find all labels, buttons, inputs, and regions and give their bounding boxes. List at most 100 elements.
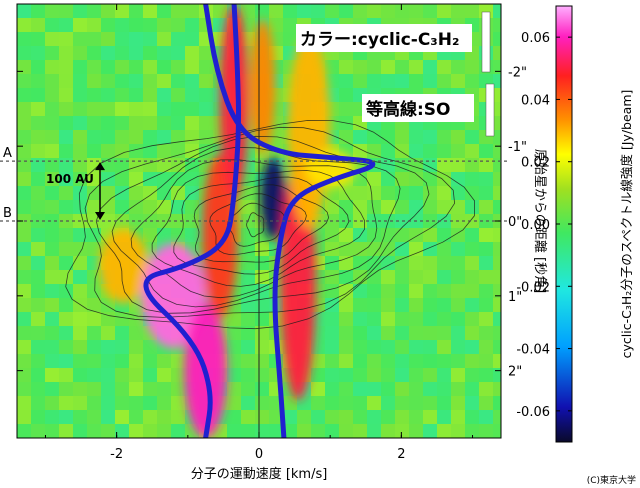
noise-pixel	[395, 396, 409, 410]
noise-pixel	[353, 242, 367, 256]
noise-pixel	[283, 424, 297, 438]
noise-pixel	[465, 396, 479, 410]
noise-pixel	[129, 4, 143, 18]
noise-pixel	[451, 410, 465, 424]
noise-pixel	[227, 312, 241, 326]
noise-pixel	[101, 88, 115, 102]
noise-pixel	[101, 410, 115, 424]
noise-pixel	[171, 4, 185, 18]
noise-pixel	[479, 298, 493, 312]
noise-pixel	[493, 326, 501, 340]
noise-pixel	[31, 256, 45, 270]
noise-pixel	[493, 298, 501, 312]
noise-pixel	[227, 368, 241, 382]
y-tick-label: 2"	[508, 365, 522, 380]
noise-pixel	[129, 102, 143, 116]
noise-pixel	[31, 158, 45, 172]
noise-pixel	[17, 340, 31, 354]
noise-pixel	[437, 228, 451, 242]
noise-pixel	[255, 396, 269, 410]
noise-pixel	[339, 102, 353, 116]
noise-pixel	[451, 256, 465, 270]
noise-pixel	[479, 186, 493, 200]
noise-pixel	[31, 312, 45, 326]
noise-pixel	[87, 130, 101, 144]
noise-pixel	[479, 256, 493, 270]
noise-pixel	[423, 298, 437, 312]
noise-pixel	[437, 200, 451, 214]
noise-pixel	[311, 354, 325, 368]
noise-pixel	[17, 200, 31, 214]
noise-pixel	[115, 144, 129, 158]
noise-pixel	[241, 270, 255, 284]
noise-pixel	[31, 284, 45, 298]
noise-pixel	[395, 130, 409, 144]
emission-blob	[219, 4, 249, 199]
noise-pixel	[465, 242, 479, 256]
noise-pixel	[73, 228, 87, 242]
noise-pixel	[31, 186, 45, 200]
noise-pixel	[73, 102, 87, 116]
noise-pixel	[115, 172, 129, 186]
noise-pixel	[325, 74, 339, 88]
noise-pixel	[339, 354, 353, 368]
noise-pixel	[59, 270, 73, 284]
noise-pixel	[423, 312, 437, 326]
noise-pixel	[339, 4, 353, 18]
noise-pixel	[465, 144, 479, 158]
noise-pixel	[87, 46, 101, 60]
noise-pixel	[227, 354, 241, 368]
x-axis-ticks: -2 0 2	[44, 4, 474, 462]
noise-pixel	[311, 410, 325, 424]
noise-pixel	[115, 186, 129, 200]
noise-pixel	[465, 424, 479, 438]
noise-pixel	[451, 312, 465, 326]
noise-pixel	[465, 186, 479, 200]
noise-pixel	[157, 382, 171, 396]
noise-pixel	[409, 200, 423, 214]
noise-pixel	[59, 256, 73, 270]
noise-pixel	[185, 46, 199, 60]
noise-pixel	[381, 396, 395, 410]
noise-pixel	[31, 368, 45, 382]
noise-pixel	[479, 200, 493, 214]
x-tick-label: -2	[110, 447, 123, 462]
noise-pixel	[199, 88, 213, 102]
noise-pixel	[409, 368, 423, 382]
noise-pixel	[325, 424, 339, 438]
emission-layer	[98, 4, 356, 438]
colorbar-tick-label: -0.06	[516, 405, 550, 420]
noise-pixel	[479, 424, 493, 438]
noise-pixel	[185, 200, 199, 214]
noise-pixel	[45, 340, 59, 354]
noise-pixel	[479, 270, 493, 284]
noise-pixel	[325, 382, 339, 396]
noise-pixel	[17, 424, 31, 438]
noise-pixel	[129, 144, 143, 158]
noise-pixel	[437, 354, 451, 368]
noise-pixel	[157, 200, 171, 214]
noise-pixel	[31, 172, 45, 186]
noise-pixel	[381, 130, 395, 144]
noise-pixel	[73, 186, 87, 200]
noise-pixel	[101, 186, 115, 200]
noise-pixel	[367, 74, 381, 88]
noise-pixel	[353, 172, 367, 186]
noise-pixel	[353, 130, 367, 144]
noise-pixel	[101, 144, 115, 158]
noise-pixel	[157, 116, 171, 130]
noise-pixel	[45, 88, 59, 102]
noise-pixel	[143, 46, 157, 60]
colorbar-tick-label: 0.00	[521, 218, 550, 233]
y-tick-label: -1"	[508, 140, 527, 155]
noise-pixel	[101, 340, 115, 354]
noise-pixel	[45, 326, 59, 340]
keplerian-curve-right	[203, 4, 376, 438]
noise-pixel	[45, 298, 59, 312]
so-contour	[111, 146, 401, 308]
noise-pixel	[17, 312, 31, 326]
noise-pixel	[269, 18, 283, 32]
noise-pixel	[115, 368, 129, 382]
noise-pixel	[437, 130, 451, 144]
noise-pixel	[339, 228, 353, 242]
